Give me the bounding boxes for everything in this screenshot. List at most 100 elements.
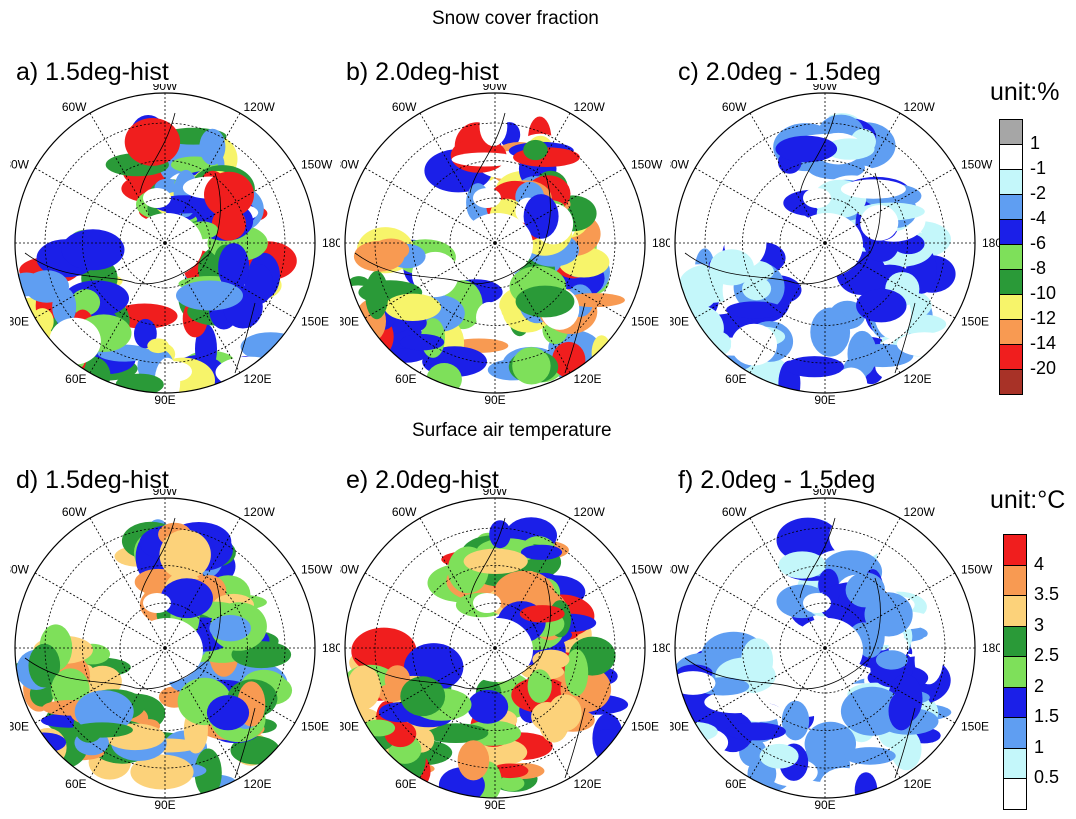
snow-colorbar: 1 -1 -2 -4 -6 -8 -10 -12 -14 -20 <box>999 119 1071 395</box>
field-patch <box>565 293 625 308</box>
field-patch <box>206 695 250 731</box>
colorbar-swatch <box>999 369 1023 395</box>
field-patch <box>840 686 904 736</box>
field-patch <box>896 332 953 357</box>
longitude-label: 150E <box>301 315 329 329</box>
longitude-label: 120E <box>244 372 272 386</box>
map-panel-c: 90W120W150W180150E120E90E60E30E030W60W <box>670 84 1000 407</box>
longitude-label: 150E <box>631 720 659 734</box>
longitude-label: 150W <box>301 158 333 172</box>
meridian-line <box>89 242 166 374</box>
field-patch <box>28 643 61 688</box>
panel-e-label: e) 2.0deg-hist <box>346 466 499 494</box>
meridian-line <box>164 572 296 649</box>
field-patch <box>725 722 786 741</box>
colorbar-tick-label: 4 <box>1034 553 1045 574</box>
latitude-circle <box>82 160 248 326</box>
longitude-label: 180 <box>322 641 340 655</box>
longitude-label: 30E <box>10 720 29 734</box>
panel-f-label: f) 2.0deg - 1.5deg <box>678 466 876 494</box>
field-patch <box>176 280 243 311</box>
field-patch <box>709 249 754 286</box>
coastline <box>24 517 256 779</box>
meridian-line <box>419 647 496 779</box>
field-patch <box>244 263 274 305</box>
meridian-line <box>494 242 571 374</box>
longitude-label: 30E <box>340 720 359 734</box>
longitude-label: 120W <box>574 100 606 114</box>
colorbar-swatch <box>999 269 1023 295</box>
longitude-label: 30E <box>670 315 689 329</box>
longitude-label: 30W <box>340 563 360 577</box>
field-patch <box>856 288 907 323</box>
longitude-label: 150W <box>961 158 993 172</box>
field-patch <box>520 544 563 560</box>
field-patch <box>704 691 766 714</box>
longitude-label: 120W <box>574 505 606 519</box>
meridian-line <box>34 647 166 724</box>
longitude-label: 180 <box>982 641 1000 655</box>
colorbar-tick-label: -2 <box>1030 183 1047 203</box>
field-patch <box>130 754 194 790</box>
meridian-line <box>694 572 826 649</box>
longitude-label: 30W <box>340 158 360 172</box>
field-patch <box>675 671 716 695</box>
meridian-line <box>164 167 296 244</box>
field-patch <box>519 605 565 623</box>
meridian-line <box>494 572 626 649</box>
field-patch <box>31 308 54 335</box>
meridian-line <box>364 167 496 244</box>
field-patch <box>840 179 906 199</box>
meridian-line <box>164 242 241 374</box>
colorbar-swatch <box>1003 686 1027 719</box>
field-patch <box>479 106 508 147</box>
colorbar-swatch <box>999 244 1023 270</box>
longitude-label: 60W <box>62 100 87 114</box>
field-patch <box>372 238 410 262</box>
field-patch <box>523 139 548 161</box>
field-patch <box>498 775 525 792</box>
colorbar-swatch <box>999 219 1023 245</box>
arctic-ocean <box>791 618 863 682</box>
colorbar-tick-label: -4 <box>1030 208 1047 228</box>
colorbar-tick-label: 0.5 <box>1034 767 1060 788</box>
meridian-line <box>824 242 956 319</box>
field-patch <box>829 513 887 560</box>
longitude-label: 60W <box>62 505 87 519</box>
field-patch <box>347 665 381 710</box>
greenland-region <box>803 593 831 613</box>
meridian-line <box>364 572 496 649</box>
field-patch <box>476 302 503 333</box>
field-patch <box>875 650 908 670</box>
latitude-circle <box>412 565 578 731</box>
longitude-label: 60E <box>65 777 86 791</box>
meridian-line <box>164 112 241 244</box>
longitude-label: 90W <box>483 84 508 93</box>
meridian-line <box>694 647 826 724</box>
colorbar-swatch <box>999 169 1023 195</box>
field-patch <box>888 691 915 731</box>
meridian-line <box>824 112 901 244</box>
colorbar-tick-label: -8 <box>1030 258 1047 278</box>
colorbar-swatch <box>1003 747 1027 780</box>
colorbar-swatch <box>1003 656 1027 688</box>
field-patch <box>775 135 838 163</box>
meridian-line <box>824 167 956 244</box>
field-patch <box>74 690 134 733</box>
field-patch <box>785 356 844 378</box>
colorbar-tick-label: -6 <box>1030 233 1047 253</box>
arctic-ocean <box>791 213 863 277</box>
longitude-label: 30W <box>670 563 690 577</box>
longitude-label: 120W <box>244 100 276 114</box>
colorbar-swatch <box>1003 595 1027 627</box>
longitude-label: 150E <box>301 720 329 734</box>
longitude-label: 90E <box>484 393 505 407</box>
longitude-label: 90E <box>484 798 505 812</box>
longitude-label: 120E <box>244 777 272 791</box>
meridian-line <box>824 517 901 649</box>
field-patch <box>778 551 826 579</box>
colorbar-tick-label: 1 <box>1030 133 1041 153</box>
coastline <box>354 517 586 779</box>
longitude-label: 180 <box>322 236 340 250</box>
